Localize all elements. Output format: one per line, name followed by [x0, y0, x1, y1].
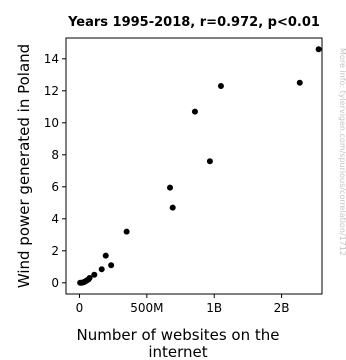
- y-tick-label: 14: [44, 52, 59, 66]
- data-point: [169, 204, 176, 211]
- data-point: [98, 266, 105, 273]
- data-point: [167, 184, 174, 191]
- y-tick-label: 2: [51, 244, 59, 258]
- x-tick-label: 2B: [274, 301, 290, 315]
- data-point: [206, 158, 213, 165]
- data-point: [108, 262, 115, 269]
- x-tick-label: 1B: [206, 301, 222, 315]
- x-tick-label: 500M: [130, 301, 163, 315]
- data-point: [191, 108, 198, 115]
- tick-layer: 0 500M 1B 2B 0 2 4 6 8 10 12 14: [44, 52, 290, 315]
- y-tick-label: 10: [44, 116, 59, 130]
- y-tick-label: 12: [44, 84, 59, 98]
- x-axis-label-line-2: internet: [148, 343, 207, 360]
- data-point: [315, 46, 322, 53]
- data-point: [217, 83, 224, 89]
- data-point: [296, 79, 303, 86]
- data-point: [86, 275, 93, 281]
- x-axis-label-line-1: Number of websites on the: [76, 326, 279, 344]
- y-tick-label: 0: [51, 276, 59, 290]
- data-point: [91, 271, 98, 278]
- x-tick-label: 0: [76, 301, 84, 315]
- y-tick-label: 4: [51, 212, 59, 226]
- watermark-text: More info: tylervigen.com/spurious/corre…: [338, 48, 346, 256]
- y-tick-label: 8: [51, 148, 59, 162]
- point-layer: [77, 46, 322, 286]
- chart-title: Years 1995-2018, r=0.972, p<0.01: [67, 15, 320, 30]
- data-point: [102, 252, 109, 259]
- plot-frame: [65, 37, 323, 295]
- data-point: [123, 228, 130, 235]
- y-tick-label: 6: [51, 180, 59, 194]
- y-axis-label: Wind power generated in Poland: [15, 44, 33, 288]
